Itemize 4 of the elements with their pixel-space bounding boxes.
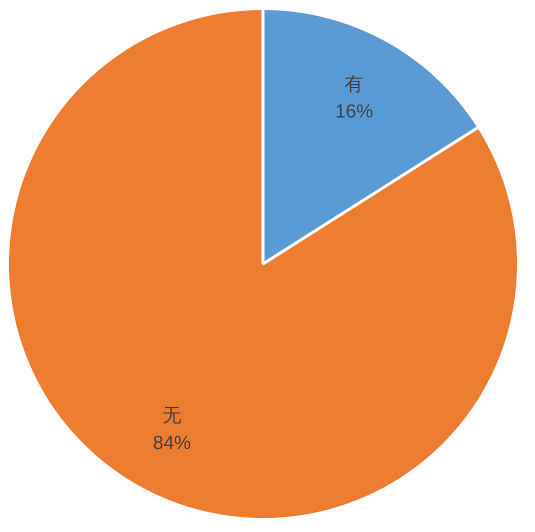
data-label: 84%: [152, 432, 192, 454]
data-label: 16%: [335, 102, 374, 123]
slice-label: 有: [344, 73, 364, 96]
slice-label: 无: [162, 404, 182, 427]
